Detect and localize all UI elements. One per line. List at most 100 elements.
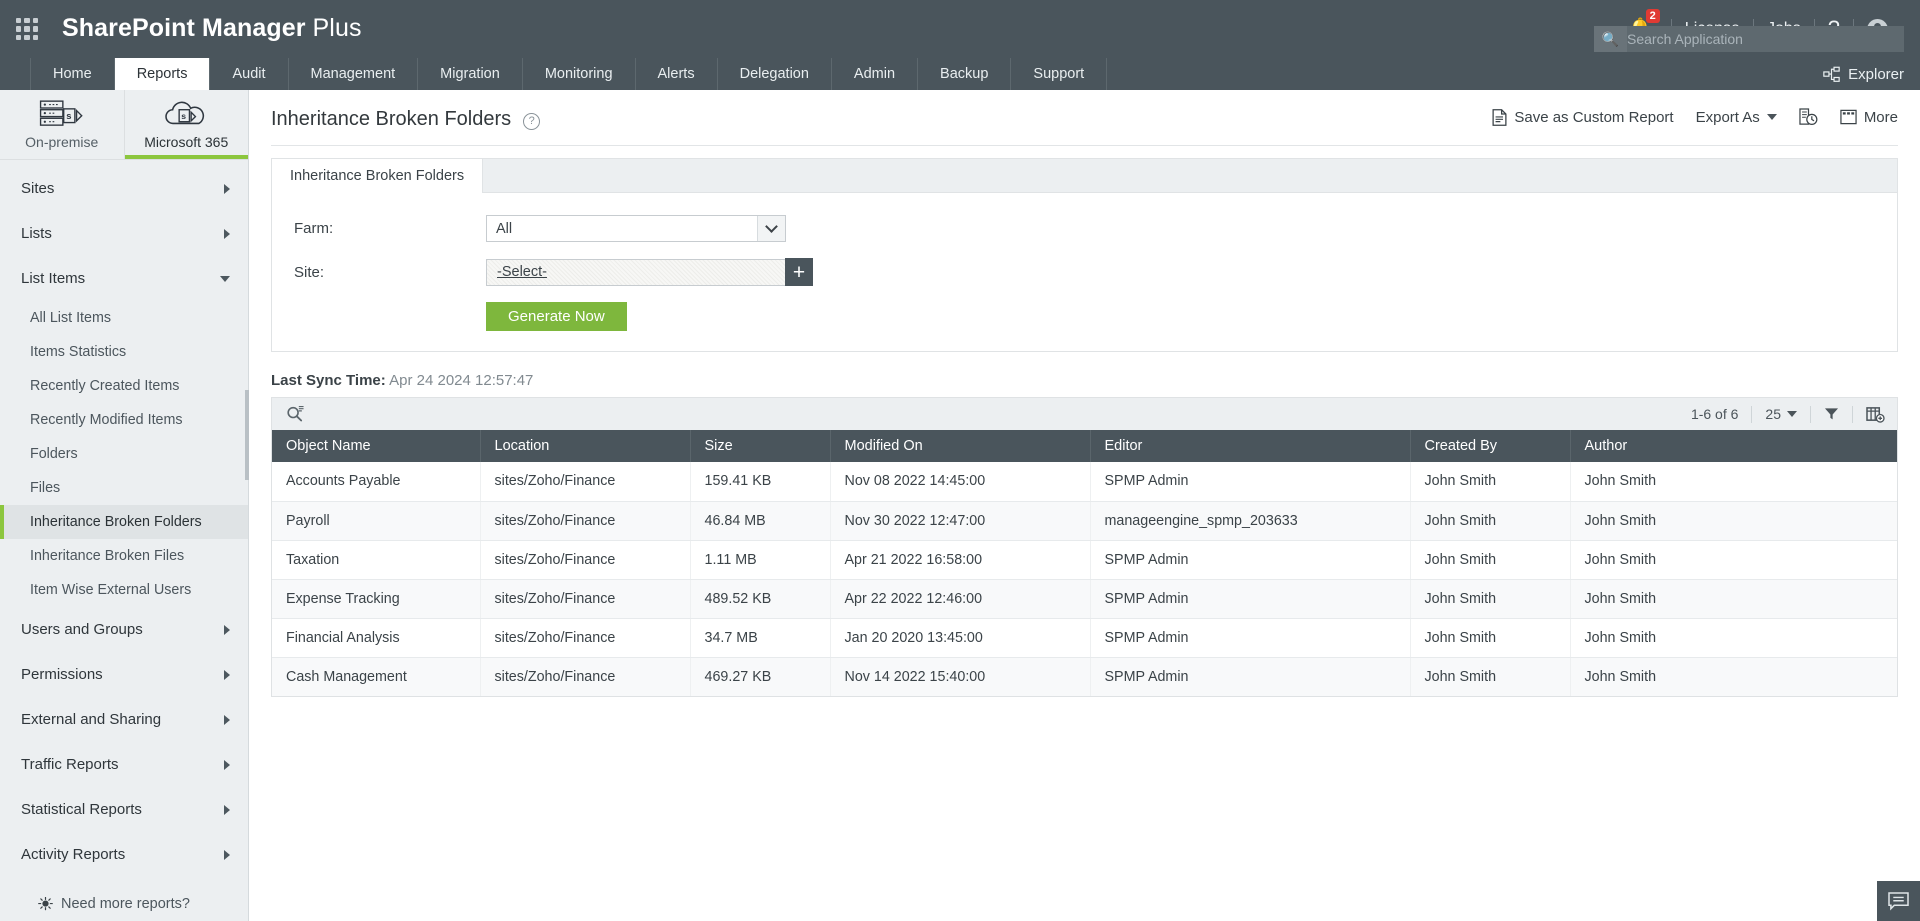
nav-tab-monitoring[interactable]: Monitoring <box>523 58 636 90</box>
column-header-modified-on[interactable]: Modified On <box>830 430 1091 462</box>
table-header: Object Name Location Size Modified On Editor… <box>272 430 1897 462</box>
table-cell: John Smith <box>1570 540 1897 580</box>
table-row[interactable]: Taxation sites/Zoho/Finance 1.11 MB Apr 21 … <box>272 540 1897 580</box>
sidebar-group-list-items[interactable]: List Items <box>0 256 248 301</box>
panel-tab-bar: Inheritance Broken Folders <box>272 159 1897 193</box>
table-cell: sites/Zoho/Finance <box>480 618 691 658</box>
sidebar-group-lists[interactable]: Lists <box>0 211 248 256</box>
schedule-report-icon <box>1799 108 1818 126</box>
record-range: 1-6 of 6 <box>1690 406 1739 422</box>
deployment-mode-switch: s On-premise s Microsoft 365 <box>0 90 248 160</box>
nav-tab-management[interactable]: Management <box>289 58 419 90</box>
sidebar-group-traffic-reports[interactable]: Traffic Reports <box>0 742 248 787</box>
caret-down-icon <box>1787 411 1797 417</box>
table-row[interactable]: Accounts Payable sites/Zoho/Finance 159.41… <box>272 462 1897 502</box>
column-header-size[interactable]: Size <box>690 430 831 462</box>
site-select[interactable]: -Select- <box>486 258 786 286</box>
column-header-created-by[interactable]: Created By <box>1410 430 1571 462</box>
search-list-icon[interactable] <box>286 405 305 423</box>
search-input[interactable] <box>1627 31 1904 47</box>
sidebar-item-items-statistics[interactable]: Items Statistics <box>0 335 248 369</box>
add-column-icon[interactable] <box>1866 406 1885 423</box>
table-cell: Nov 14 2022 15:40:00 <box>830 657 1091 696</box>
table-cell: Apr 21 2022 16:58:00 <box>830 540 1091 580</box>
data-table: Object Name Location Size Modified On Editor… <box>272 430 1897 696</box>
table-row[interactable]: Cash Management sites/Zoho/Finance 469.27 … <box>272 657 1897 696</box>
search-icon: 🔍 <box>1594 26 1627 52</box>
sidebar-item-label: Inheritance Broken Files <box>30 548 185 564</box>
sidebar-group-permissions[interactable]: Permissions <box>0 652 248 697</box>
table-cell: SPMP Admin <box>1090 579 1411 619</box>
column-header-object-name[interactable]: Object Name <box>272 430 481 462</box>
caret-down-icon <box>1766 114 1777 120</box>
sidebar-item-inheritance-broken-files[interactable]: Inheritance Broken Files <box>0 539 248 573</box>
nav-tab-alerts[interactable]: Alerts <box>636 58 718 90</box>
tab-inheritance-broken-folders[interactable]: Inheritance Broken Folders <box>272 159 484 193</box>
table-cell: SPMP Admin <box>1090 657 1411 696</box>
document-icon <box>1492 108 1507 126</box>
table-row[interactable]: Financial Analysis sites/Zoho/Finance 34.7… <box>272 618 1897 658</box>
sidebar-item-item-wise-external-users[interactable]: Item Wise External Users <box>0 573 248 607</box>
explorer-button[interactable]: Explorer <box>1823 58 1904 90</box>
nav-tab-home[interactable]: Home <box>30 58 115 90</box>
page-size-selector[interactable]: 25 <box>1765 406 1797 422</box>
global-search[interactable]: 🔍 <box>1594 26 1904 52</box>
export-as-button[interactable]: Export As <box>1696 109 1777 126</box>
sidebar-item-files[interactable]: Files <box>0 471 248 505</box>
nav-tab-migration[interactable]: Migration <box>418 58 523 90</box>
apps-grid-icon[interactable] <box>14 16 40 42</box>
sidebar-item-all-list-items[interactable]: All List Items <box>0 301 248 335</box>
explorer-label: Explorer <box>1848 65 1904 83</box>
sidebar-item-recently-created-items[interactable]: Recently Created Items <box>0 369 248 403</box>
table-cell: SPMP Admin <box>1090 462 1411 502</box>
save-as-custom-report-button[interactable]: Save as Custom Report <box>1492 108 1674 126</box>
export-as-label: Export As <box>1695 108 1760 126</box>
column-header-label: Location <box>494 438 550 454</box>
table-cell: 469.27 KB <box>690 657 831 696</box>
need-more-reports-label: Need more reports? <box>61 896 190 912</box>
table-cell: manageengine_spmp_203633 <box>1090 501 1411 541</box>
sidebar-item-recently-modified-items[interactable]: Recently Modified Items <box>0 403 248 437</box>
sidebar-group-statistical-reports[interactable]: Statistical Reports <box>0 787 248 832</box>
sidebar-group-sites[interactable]: Sites <box>0 166 248 211</box>
mode-on-premise[interactable]: s On-premise <box>0 90 124 159</box>
nav-tab-admin[interactable]: Admin <box>832 58 919 90</box>
nav-tab-audit[interactable]: Audit <box>210 58 289 90</box>
schedule-report-button[interactable] <box>1799 108 1818 126</box>
mode-microsoft-365[interactable]: s Microsoft 365 <box>123 90 248 159</box>
sidebar-item-inheritance-broken-folders[interactable]: Inheritance Broken Folders <box>0 505 248 539</box>
column-header-editor[interactable]: Editor <box>1090 430 1411 462</box>
nav-tab-delegation[interactable]: Delegation <box>718 58 832 90</box>
more-options-button[interactable]: More <box>1840 109 1898 126</box>
sidebar-item-folders[interactable]: Folders <box>0 437 248 471</box>
table-cell: John Smith <box>1570 579 1897 619</box>
chevron-right-icon <box>224 228 230 239</box>
sidebar-group-external-and-sharing[interactable]: External and Sharing <box>0 697 248 742</box>
column-header-location[interactable]: Location <box>480 430 691 462</box>
chat-support-button[interactable] <box>1877 881 1920 921</box>
nav-tab-reports[interactable]: Reports <box>114 58 211 90</box>
generate-now-button[interactable]: Generate Now <box>486 302 627 331</box>
column-header-author[interactable]: Author <box>1570 430 1897 462</box>
sidebar-item-label: Items Statistics <box>30 344 127 360</box>
need-more-reports-link[interactable]: Need more reports? <box>0 887 248 921</box>
sidebar-group-activity-reports[interactable]: Activity Reports <box>0 832 248 877</box>
question-circle-icon[interactable]: ? <box>523 112 541 130</box>
sidebar-scrollbar[interactable] <box>245 390 249 480</box>
sidebar-group-label: Activity Reports <box>21 846 126 863</box>
table-row[interactable]: Expense Tracking sites/Zoho/Finance 489.52… <box>272 579 1897 619</box>
sidebar-item-label: Item Wise External Users <box>30 582 192 598</box>
table-row[interactable]: Payroll sites/Zoho/Finance 46.84 MB Nov 30 … <box>272 501 1897 541</box>
farm-select[interactable]: All <box>486 215 786 242</box>
funnel-icon[interactable] <box>1824 407 1839 421</box>
app-logo: SharePoint Manager Plus <box>62 14 392 44</box>
sidebar-group-users-and-groups[interactable]: Users and Groups <box>0 607 248 652</box>
divider <box>1810 405 1811 423</box>
nav-tab-label: Backup <box>940 66 989 82</box>
more-options-icon <box>1840 109 1857 125</box>
nav-tab-backup[interactable]: Backup <box>918 58 1012 90</box>
column-header-label: Size <box>704 438 733 454</box>
lightbulb-icon <box>38 896 53 910</box>
plus-icon[interactable]: + <box>785 258 813 286</box>
nav-tab-support[interactable]: Support <box>1011 58 1108 90</box>
